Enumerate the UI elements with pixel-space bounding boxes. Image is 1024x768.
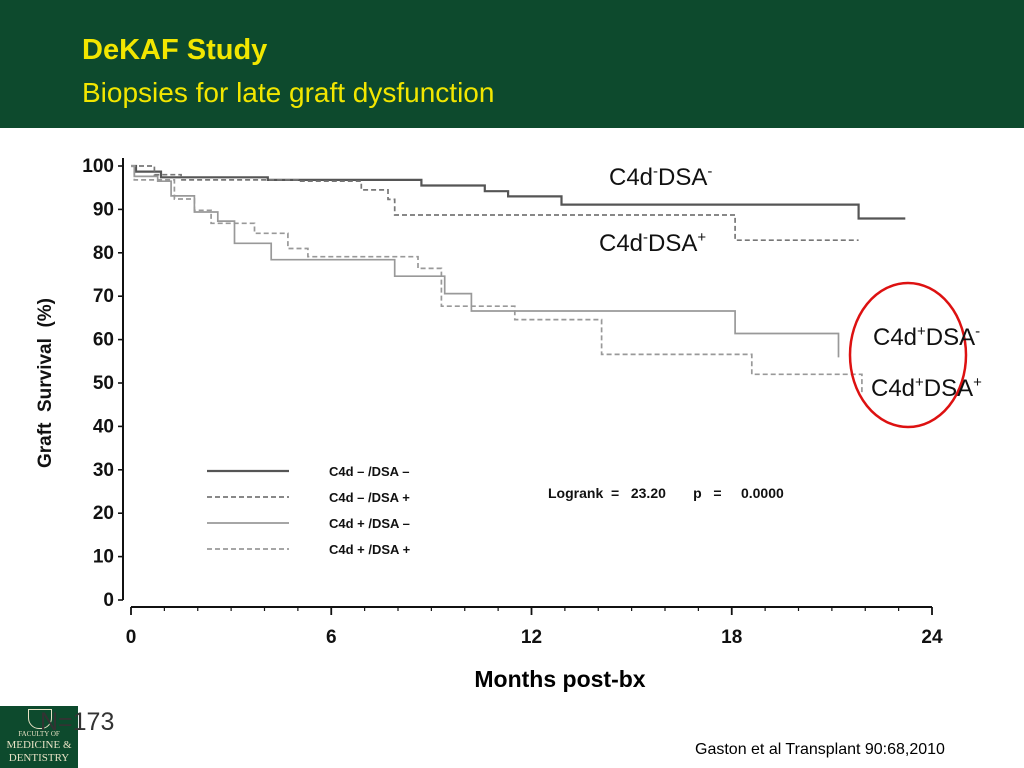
y-tick-label: 20 xyxy=(93,503,114,524)
y-tick-label: 100 xyxy=(82,156,114,177)
highlight-circle xyxy=(848,281,968,429)
y-tick-label: 60 xyxy=(93,330,114,351)
series-line-2 xyxy=(131,165,859,242)
logo-line-1: FACULTY OF xyxy=(18,730,60,738)
legend-label-2: C4d – /DSA + xyxy=(329,490,410,505)
chart-series xyxy=(131,164,906,395)
chart-axes: 0 10 20 30 40 50 60 70 80 90 100 0 6 12 18 24 xyxy=(82,156,943,648)
logo-line-3: DENTISTRY xyxy=(8,752,70,764)
slide-title: DeKAF Study xyxy=(82,34,268,66)
label-c4d-pos-dsa-neg: C4d+DSA- xyxy=(873,323,981,351)
legend-label-4: C4d + /DSA + xyxy=(329,542,411,557)
series-line-3 xyxy=(131,165,840,358)
sample-size: N=173 xyxy=(40,708,115,736)
faculty-logo: FACULTY OF MEDICINE & DENTISTRY xyxy=(0,706,78,768)
chart-legend: C4d – /DSA – C4d – /DSA + C4d + /DSA – C4d … xyxy=(207,464,411,557)
x-tick-label: 24 xyxy=(921,627,943,648)
survival-chart: 0 10 20 30 40 50 60 70 80 90 100 0 6 12 18 24 C4d – /DS… xyxy=(35,156,968,648)
slide-header: DeKAF Study Biopsies for late graft dysf… xyxy=(0,0,1024,128)
logrank-stat: Logrank = 23.20 p = 0.0000 xyxy=(548,485,784,501)
y-tick-label: 80 xyxy=(93,243,114,264)
y-tick-label: 90 xyxy=(93,199,114,220)
y-tick-label: 40 xyxy=(93,416,114,437)
y-tick-label: 70 xyxy=(93,286,114,307)
label-c4d-pos-dsa-pos: C4d+DSA+ xyxy=(871,374,982,402)
x-tick-label: 6 xyxy=(326,627,337,648)
series-line-4 xyxy=(131,165,863,395)
x-tick-label: 12 xyxy=(521,627,542,648)
y-tick-label: 0 xyxy=(103,590,114,611)
label-c4d-neg-dsa-neg: C4d-DSA- xyxy=(609,163,713,191)
slide-subtitle: Biopsies for late graft dysfunction xyxy=(82,77,495,108)
logo-crest-icon xyxy=(28,709,52,729)
legend-label-1: C4d – /DSA – xyxy=(329,464,409,479)
x-tick-label: 18 xyxy=(721,627,742,648)
label-c4d-neg-dsa-pos: C4d-DSA+ xyxy=(599,229,707,257)
x-axis-label: Months post-bx xyxy=(474,666,646,692)
citation: Gaston et al Transplant 90:68,2010 xyxy=(695,741,945,758)
x-tick-label: 0 xyxy=(126,627,137,648)
y-tick-label: 30 xyxy=(93,460,114,481)
logo-line-2: MEDICINE & xyxy=(6,739,72,751)
series-line-1 xyxy=(131,164,906,220)
y-tick-label: 10 xyxy=(93,547,114,568)
y-tick-label: 50 xyxy=(93,373,114,394)
y-axis-label: Graft Survival (%) xyxy=(35,298,56,468)
legend-label-3: C4d + /DSA – xyxy=(329,516,410,531)
